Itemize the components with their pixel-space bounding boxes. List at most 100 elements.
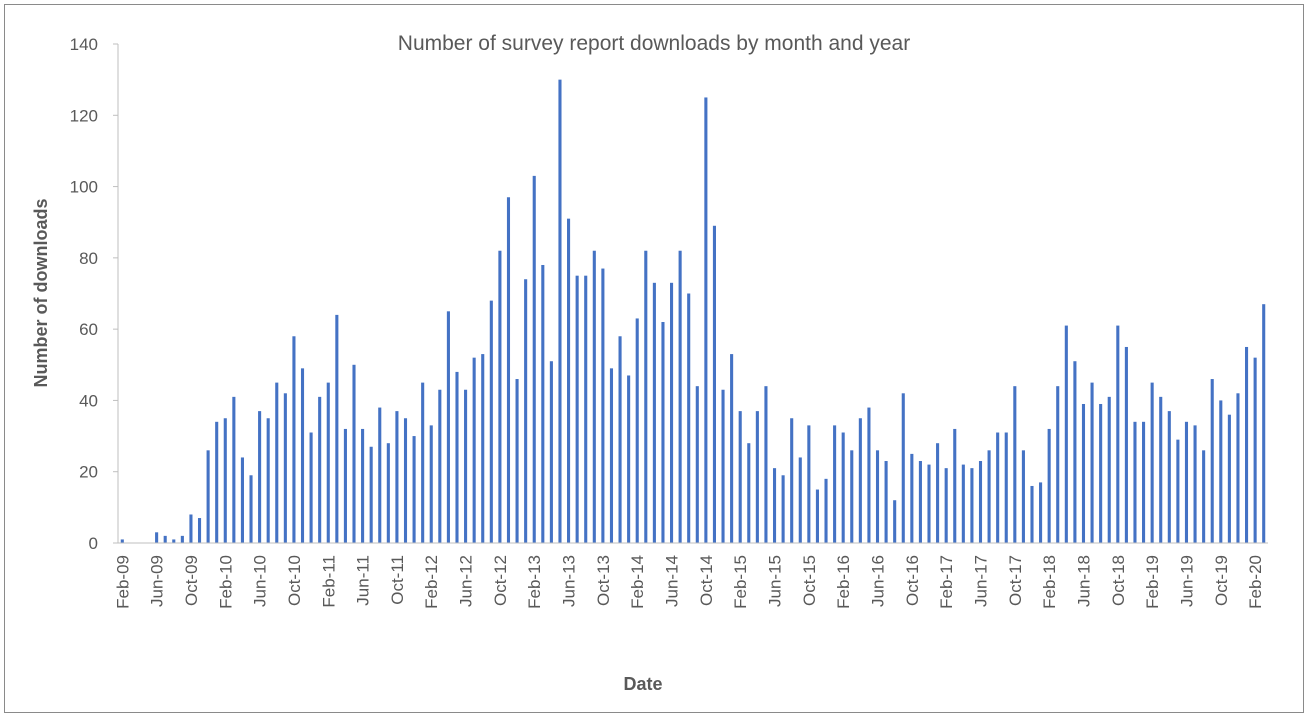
- bar-Oct-11: [395, 411, 399, 543]
- bar-Feb-12: [429, 425, 433, 543]
- bar-Dec-10: [309, 432, 313, 543]
- bar-Feb-17: [944, 468, 948, 543]
- bar-Aug-16: [893, 500, 897, 543]
- x-tick-label: Oct-09: [182, 555, 201, 606]
- y-tick-label: 100: [70, 178, 98, 197]
- y-axis-ticks: 0 20 40 60 80 100 120 140: [70, 35, 118, 553]
- bar-Jan-11: [318, 396, 322, 543]
- bar-May-18: [1073, 361, 1077, 543]
- bar-Jul-10: [266, 418, 270, 543]
- x-tick-label: Jun-13: [560, 555, 579, 607]
- x-tick-label: Oct-16: [903, 555, 922, 606]
- bar-Aug-11: [378, 407, 382, 543]
- bar-Jun-18: [1081, 403, 1086, 543]
- bar-Dec-11: [412, 436, 416, 543]
- bar-Aug-18: [1099, 403, 1103, 543]
- y-tick-label: 40: [79, 391, 98, 410]
- bar-Aug-17: [996, 432, 1000, 543]
- bar-Nov-09: [197, 518, 202, 543]
- bar-Jun-09: [155, 532, 159, 543]
- bar-Nov-18: [1124, 346, 1128, 543]
- bar-May-15: [764, 386, 768, 543]
- bar-Mar-20: [1262, 304, 1266, 543]
- bar-Oct-10: [292, 336, 296, 543]
- x-axis-ticks: Feb-09 Jun-09 Oct-09 Feb-10 Jun-10 Oct-10 Feb-…: [113, 555, 1265, 609]
- bar-Sep-17: [1004, 432, 1008, 543]
- bar-Feb-14: [635, 318, 639, 543]
- x-tick-label: Feb-20: [1246, 555, 1265, 609]
- y-tick-label: 20: [79, 463, 98, 482]
- bar-Jan-14: [627, 375, 631, 543]
- bar-Aug-15: [790, 418, 794, 543]
- bar-Sep-09: [180, 535, 184, 543]
- bar-Jun-15: [772, 468, 777, 543]
- bar-Mar-12: [438, 389, 442, 543]
- bar-Dec-14: [721, 389, 725, 543]
- bar-Apr-17: [961, 464, 965, 543]
- bar-Jun-10: [258, 411, 262, 543]
- x-tick-label: Jun-17: [972, 555, 991, 607]
- bar-May-19: [1176, 439, 1180, 543]
- bar-Dec-18: [1133, 421, 1137, 543]
- bar-Aug-14: [687, 293, 691, 543]
- x-tick-label: Jun-18: [1075, 555, 1094, 607]
- bar-Feb-10: [223, 418, 227, 543]
- x-tick-label: Feb-16: [834, 555, 853, 609]
- x-tick-label: Jun-12: [457, 555, 476, 607]
- bar-Jul-15: [781, 475, 785, 543]
- bar-Jan-10: [215, 421, 219, 543]
- bar-Sep-18: [1107, 396, 1111, 543]
- x-tick-label: Jun-11: [354, 555, 373, 606]
- x-tick-label: Jun-14: [663, 555, 682, 607]
- bar-Jul-19: [1193, 425, 1197, 543]
- bar-Apr-12: [446, 311, 450, 543]
- bar-Jun-17: [978, 461, 983, 543]
- bar-Nov-19: [1227, 414, 1231, 543]
- x-tick-label: Feb-09: [113, 555, 132, 609]
- y-tick-label: 140: [70, 35, 98, 54]
- bar-Oct-17: [1013, 386, 1017, 543]
- bar-Feb-16: [841, 432, 845, 543]
- x-tick-label: Feb-14: [628, 555, 647, 609]
- bar-Dec-12: [515, 379, 519, 543]
- bar-Apr-18: [1064, 325, 1068, 543]
- bar-Oct-13: [601, 268, 605, 543]
- bar-Apr-16: [858, 418, 862, 543]
- bar-Sep-16: [901, 393, 905, 543]
- bar-Jul-14: [678, 250, 682, 544]
- x-tick-label: Feb-12: [422, 555, 441, 609]
- bar-Apr-10: [240, 457, 244, 543]
- bar-May-13: [558, 79, 562, 543]
- bar-Jul-16: [884, 461, 888, 543]
- bar-Jan-20: [1245, 346, 1249, 543]
- y-tick-label: 60: [79, 320, 98, 339]
- x-tick-label: Jun-16: [869, 555, 888, 607]
- bar-Oct-09: [189, 514, 193, 543]
- bar-Oct-15: [807, 425, 811, 543]
- bar-Oct-18: [1116, 325, 1120, 543]
- bar-Mar-11: [335, 314, 339, 543]
- bar-Jul-17: [987, 450, 991, 543]
- bar-Oct-19: [1219, 400, 1223, 543]
- bar-Apr-13: [549, 361, 553, 543]
- y-tick-label: 0: [89, 534, 98, 553]
- bar-Mar-15: [747, 443, 751, 543]
- bar-Jul-09: [163, 535, 167, 543]
- x-tick-label: Oct-13: [594, 555, 613, 606]
- bar-Jul-13: [575, 275, 579, 543]
- bar-May-11: [352, 364, 356, 543]
- bar-Mar-19: [1159, 396, 1163, 543]
- bar-Feb-19: [1150, 382, 1154, 543]
- bar-Dec-19: [1236, 393, 1240, 543]
- bar-Dec-09: [206, 450, 210, 543]
- bar-Feb-15: [738, 411, 742, 543]
- x-tick-label: Feb-19: [1143, 555, 1162, 609]
- bar-Sep-13: [592, 250, 596, 544]
- bar-Aug-10: [275, 382, 279, 543]
- bar-Apr-11: [343, 428, 347, 543]
- bar-Apr-15: [755, 411, 759, 543]
- bar-Apr-19: [1167, 411, 1171, 543]
- x-tick-label: Oct-18: [1109, 555, 1128, 606]
- bar-Mar-14: [644, 250, 648, 544]
